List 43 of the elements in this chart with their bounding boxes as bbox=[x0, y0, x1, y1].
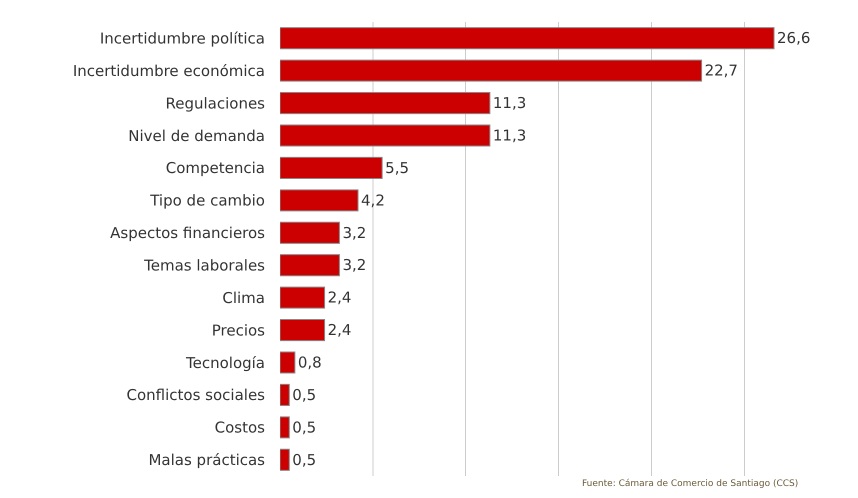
bar bbox=[280, 92, 490, 114]
data-label: 26,6 bbox=[777, 29, 810, 48]
source-note: Fuente: Cámara de Comercio de Santiago (CCS) bbox=[582, 478, 798, 489]
bar bbox=[280, 60, 702, 82]
bar bbox=[280, 27, 774, 50]
data-label: 11,3 bbox=[492, 126, 526, 144]
y-tick-label: Malas prácticas bbox=[148, 451, 266, 470]
y-tick-label: Regulaciones bbox=[165, 94, 266, 112]
data-label: 3,2 bbox=[342, 224, 366, 242]
data-label: 2,4 bbox=[328, 288, 352, 307]
bar bbox=[280, 286, 326, 309]
bar bbox=[280, 124, 490, 147]
data-label: 5,5 bbox=[385, 158, 409, 177]
data-label: 0,5 bbox=[292, 450, 316, 469]
y-tick-label: Temas laborales bbox=[143, 256, 266, 274]
y-tick-label: Competencia bbox=[166, 159, 265, 178]
bar bbox=[280, 448, 290, 471]
y-tick-label: Aspectos financieros bbox=[110, 224, 266, 242]
bar bbox=[280, 416, 290, 438]
bar bbox=[280, 351, 296, 374]
y-tick-label: Incertidumbre económica bbox=[72, 62, 265, 80]
data-label: 11,3 bbox=[492, 94, 526, 112]
y-tick-label: Conflictos sociales bbox=[126, 386, 266, 404]
y-tick-label: Costos bbox=[214, 418, 266, 437]
data-label: 22,7 bbox=[704, 62, 738, 80]
bar bbox=[280, 156, 383, 179]
y-tick-label: Precios bbox=[212, 321, 266, 340]
bar bbox=[280, 189, 358, 212]
data-label: 0,8 bbox=[298, 354, 322, 372]
y-tick-label: Clima bbox=[222, 288, 265, 307]
data-label: 0,5 bbox=[292, 418, 316, 436]
y-tick-label: Incertidumbre política bbox=[100, 29, 265, 48]
data-label: 0,5 bbox=[292, 386, 316, 404]
bar bbox=[280, 319, 326, 342]
y-tick-label: Tipo de cambio bbox=[149, 192, 265, 210]
data-label: 2,4 bbox=[328, 321, 352, 340]
bar bbox=[280, 384, 290, 406]
bar bbox=[280, 222, 340, 244]
bar bbox=[280, 254, 340, 276]
data-label: 3,2 bbox=[342, 256, 366, 274]
y-tick-label: Tecnología bbox=[185, 354, 265, 372]
y-tick-label: Nivel de demanda bbox=[128, 126, 265, 145]
data-label: 4,2 bbox=[361, 191, 385, 210]
